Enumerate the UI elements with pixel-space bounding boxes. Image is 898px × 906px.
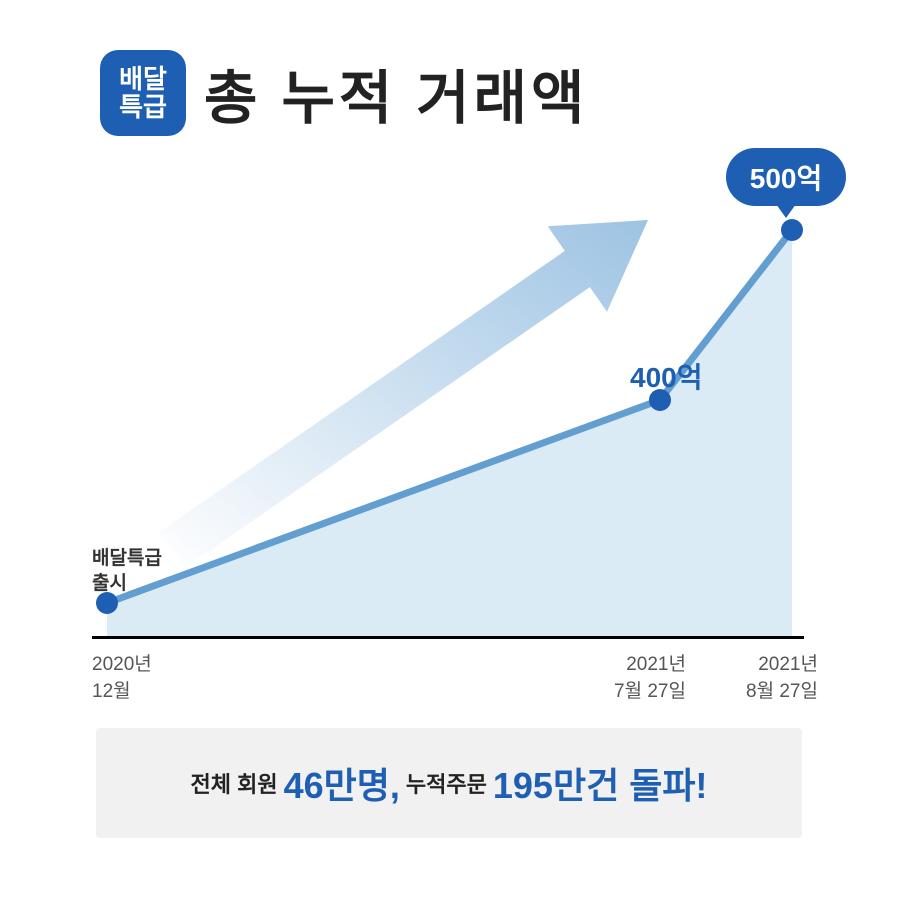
- footer-text: 누적주문: [406, 767, 487, 799]
- footer-text: 195만건 돌파!: [493, 757, 708, 809]
- origin-label: 배달특급출시: [92, 547, 162, 596]
- summary-footer: 전체 회원46만명,누적주문195만건 돌파!: [96, 728, 802, 838]
- header: 배달 특급 총 누적 거래액: [100, 50, 588, 136]
- svg-text:특급: 특급: [119, 92, 167, 122]
- svg-text:배달: 배달: [119, 64, 167, 94]
- x-axis-tick: 2021년8월 27일: [746, 652, 818, 705]
- callout-value: 500억: [750, 157, 822, 197]
- transaction-chart: [92, 160, 812, 640]
- x-axis-tick: 2021년7월 27일: [614, 652, 686, 705]
- data-point-label: 400억: [630, 356, 702, 396]
- page-title: 총 누적 거래액: [204, 51, 588, 135]
- x-axis-line: [92, 636, 804, 639]
- footer-text: 46만명,: [284, 757, 400, 809]
- footer-text: 전체 회원: [191, 767, 278, 799]
- app-logo-icon: 배달 특급: [100, 50, 186, 136]
- x-axis-tick: 2020년12월: [92, 652, 152, 705]
- data-point-callout: 500억: [726, 148, 846, 206]
